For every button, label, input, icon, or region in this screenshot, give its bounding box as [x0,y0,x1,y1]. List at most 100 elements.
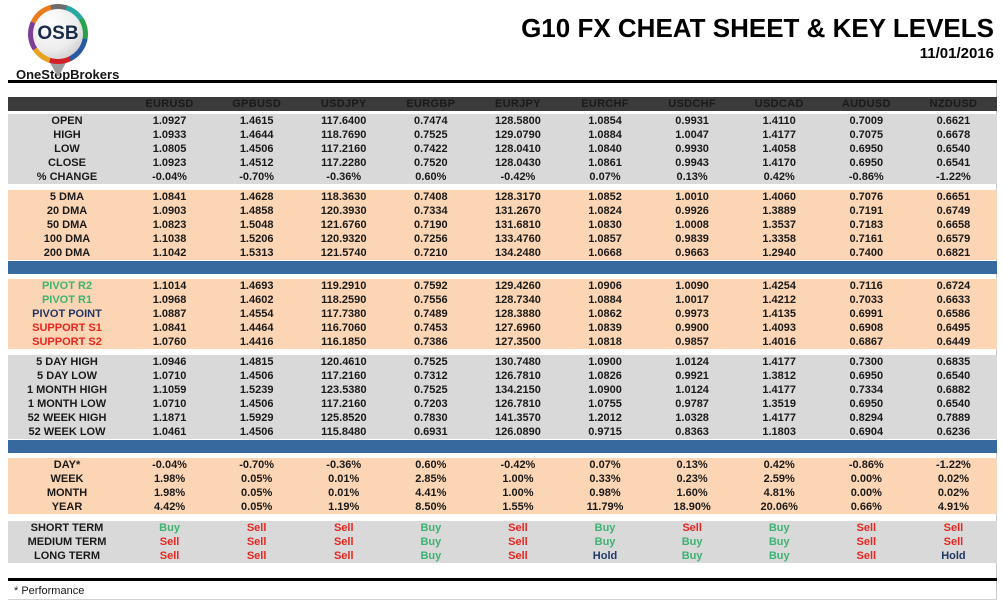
header-rule [8,80,997,83]
value-cell: 0.13% [648,170,736,184]
value-cell: 1.4135 [735,307,823,321]
row-label: LOW [8,142,126,156]
value-cell: 1.98% [126,472,214,486]
signal-cell: Sell [822,549,910,563]
table-row: LONG TERM Sell Sell Sell Buy Sell Hold Buy Buy Se… [8,549,997,563]
value-cell: 0.6882 [909,383,997,397]
row-label: YEAR [8,500,126,514]
value-cell: 1.19% [300,500,388,514]
value-cell: 8.50% [387,500,475,514]
signal-cell: Hold [561,549,649,563]
value-cell: 117.2160 [300,142,388,156]
table-section: 5 DMA 1.0841 1.4628 118.3630 0.7408 128.3170 1… [8,190,997,260]
value-cell: 1.0852 [561,190,649,204]
row-label: 20 DMA [8,204,126,218]
value-cell: 0.6749 [909,204,997,218]
table-row: 1 MONTH HIGH 1.1059 1.5239 123.5380 0.7525 13… [8,383,997,397]
value-cell: 0.7525 [387,355,475,369]
value-cell: 0.6724 [909,279,997,293]
value-cell: -0.70% [213,170,301,184]
value-cell: 126.7810 [474,397,562,411]
value-cell: 1.0047 [648,128,736,142]
row-label: PIVOT POINT [8,307,126,321]
value-cell: 0.6540 [909,369,997,383]
value-cell: 2.59% [735,472,823,486]
value-cell: 0.7474 [387,114,475,128]
value-cell: 0.6991 [822,307,910,321]
value-cell: 1.0903 [126,204,214,218]
value-cell: 1.4506 [213,425,301,439]
page-title: G10 FX CHEAT SHEET & KEY LEVELS [521,13,994,43]
value-cell: 127.6960 [474,321,562,335]
value-cell: 1.4093 [735,321,823,335]
row-label: LONG TERM [8,549,126,563]
table-row: 52 WEEK LOW 1.0461 1.4506 115.8480 0.6931 126… [8,425,997,439]
value-cell: 1.3889 [735,204,823,218]
value-cell: 1.0668 [561,246,649,260]
column-header: AUDUSD [822,97,910,111]
value-cell: -0.86% [822,458,910,472]
value-cell: 1.0839 [561,321,649,335]
row-label: SUPPORT S1 [8,321,126,335]
signal-cell: Sell [213,521,301,535]
value-cell: 134.2480 [474,246,562,260]
column-header: EURCHF [561,97,649,111]
value-cell: 0.60% [387,170,475,184]
value-cell: 0.7183 [822,218,910,232]
value-cell: 0.6651 [909,190,997,204]
value-cell: 0.00% [822,486,910,500]
row-label: MONTH [8,486,126,500]
column-header: NZDUSD [909,97,997,111]
value-cell: 1.00% [474,472,562,486]
signal-cell: Sell [300,521,388,535]
value-cell: 1.0826 [561,369,649,383]
value-cell: 131.2670 [474,204,562,218]
value-cell: 0.7453 [387,321,475,335]
value-cell: 1.4615 [213,114,301,128]
value-cell: 1.0857 [561,232,649,246]
value-cell: 0.6236 [909,425,997,439]
value-cell: 0.6586 [909,307,997,321]
column-header: EURUSD [126,97,214,111]
value-cell: 1.0884 [561,128,649,142]
table-row: 5 DAY HIGH 1.0946 1.4815 120.4610 0.7525 130.… [8,355,997,369]
row-label: WEEK [8,472,126,486]
value-cell: 0.9839 [648,232,736,246]
table-row: 50 DMA 1.0823 1.5048 121.6760 0.7190 131.6810… [8,218,997,232]
column-header: USDCAD [735,97,823,111]
value-cell: 0.9973 [648,307,736,321]
value-cell: 0.07% [561,458,649,472]
value-cell: 0.7312 [387,369,475,383]
value-cell: 0.7161 [822,232,910,246]
row-label: 5 DMA [8,190,126,204]
value-cell: 1.60% [648,486,736,500]
value-cell: 0.6541 [909,156,997,170]
table-row: SUPPORT S1 1.0841 1.4464 116.7060 0.7453 127.… [8,321,997,335]
table-row: 5 DAY LOW 1.0710 1.4506 117.2160 0.7312 126.7… [8,369,997,383]
value-cell: 0.05% [213,500,301,514]
value-cell: 1.3537 [735,218,823,232]
value-cell: 0.7300 [822,355,910,369]
value-cell: 1.0010 [648,190,736,204]
value-cell: 1.4858 [213,204,301,218]
value-cell: 128.5800 [474,114,562,128]
footer-rule [8,578,997,581]
value-cell: 1.4512 [213,156,301,170]
column-header: EURJPY [474,97,562,111]
value-cell: 1.0840 [561,142,649,156]
value-cell: 1.4170 [735,156,823,170]
value-cell: 1.0862 [561,307,649,321]
table-row: PIVOT R1 1.0968 1.4602 118.2590 0.7556 128.73… [8,293,997,307]
section-divider-bar [8,261,997,274]
value-cell: 0.60% [387,458,475,472]
value-cell: 1.1871 [126,411,214,425]
signal-cell: Buy [387,549,475,563]
value-cell: 1.4110 [735,114,823,128]
signal-cell: Sell [909,535,997,549]
value-cell: 0.6950 [822,142,910,156]
value-cell: 1.0900 [561,355,649,369]
value-cell: 1.0841 [126,190,214,204]
value-cell: 0.8363 [648,425,736,439]
value-cell: -0.86% [822,170,910,184]
table-row: PIVOT POINT 1.0887 1.4554 117.7380 0.7489 128… [8,307,997,321]
